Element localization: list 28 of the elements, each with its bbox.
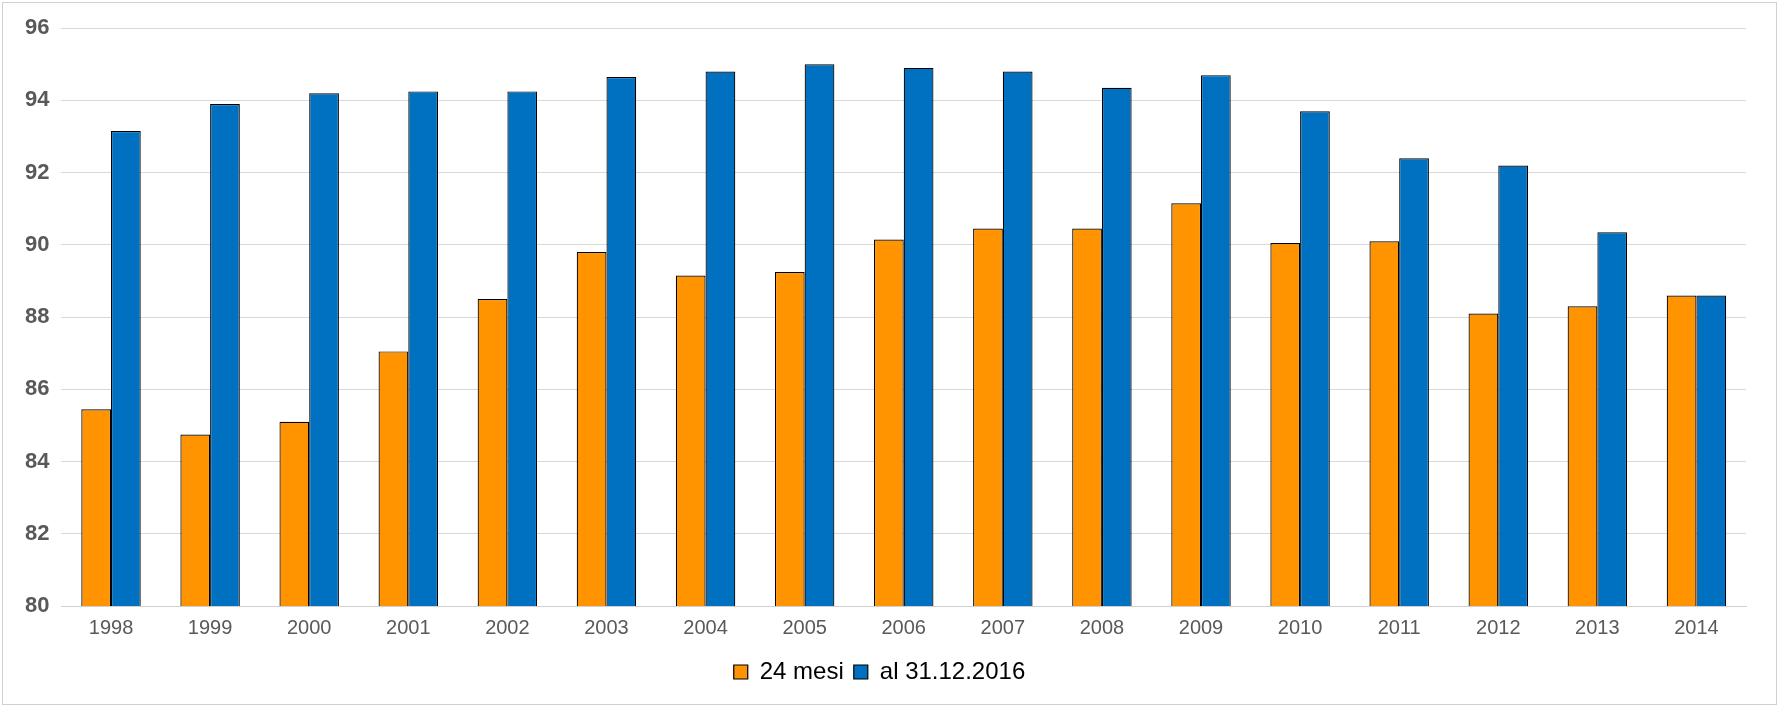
legend-label: al 31.12.2016	[879, 656, 1026, 684]
y-tick-label: 94	[24, 86, 51, 112]
y-tick-label: 88	[24, 303, 50, 329]
x-tick-label: 2005	[782, 615, 827, 638]
x-tick-label: 2007	[980, 615, 1026, 638]
legend-label: 24 mesi	[759, 656, 844, 684]
x-tick-label: 2006	[881, 615, 926, 638]
y-tick-label: 84	[24, 447, 51, 473]
y-tick-label: 86	[24, 375, 50, 401]
x-tick-label: 2009	[1178, 615, 1224, 638]
y-tick-label: 80	[24, 592, 50, 618]
x-tick-label: 2000	[286, 615, 332, 638]
x-tick-label: 2010	[1277, 615, 1323, 638]
x-tick-label: 2003	[584, 615, 629, 638]
y-tick-label: 82	[24, 519, 50, 545]
x-tick-label: 2004	[683, 615, 728, 638]
y-tick-label: 96	[24, 14, 50, 40]
x-tick-label: 2011	[1377, 615, 1421, 638]
x-tick-label: 2008	[1079, 615, 1125, 638]
x-tick-label: 1998	[88, 615, 134, 638]
x-tick-label: 1999	[187, 615, 233, 638]
y-tick-label: 90	[24, 230, 50, 256]
x-tick-label: 2014	[1674, 615, 1719, 638]
y-tick-label: 92	[24, 158, 50, 184]
x-tick-label: 2012	[1476, 615, 1521, 638]
x-tick-label: 2002	[485, 615, 530, 638]
x-tick-label: 2001	[386, 615, 431, 638]
x-tick-label: 2013	[1575, 615, 1620, 638]
